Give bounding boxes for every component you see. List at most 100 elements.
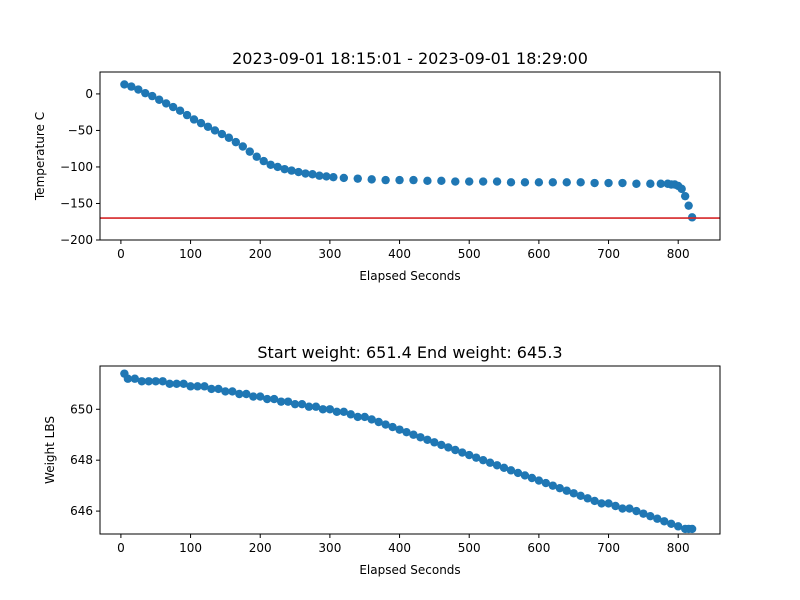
weight-x-tick-label: 100 bbox=[179, 541, 202, 555]
temperature-point bbox=[381, 175, 390, 185]
weight-point bbox=[346, 410, 355, 419]
temperature-point bbox=[280, 164, 289, 174]
temperature-point bbox=[120, 80, 129, 89]
weight-point bbox=[325, 405, 335, 414]
temperature-plot-frame bbox=[99, 71, 721, 241]
temperature-point bbox=[684, 201, 693, 210]
weight-point bbox=[674, 522, 683, 531]
temperature-point bbox=[395, 175, 404, 185]
weight-point bbox=[660, 517, 669, 526]
temperature-point bbox=[604, 178, 613, 188]
weight-x-tick-label: 200 bbox=[249, 541, 272, 555]
temperature-point bbox=[301, 169, 310, 178]
temperature-point bbox=[308, 170, 317, 179]
temperature-point bbox=[252, 152, 261, 161]
temperature-x-tick-label: 200 bbox=[249, 247, 272, 261]
temperature-point bbox=[680, 191, 690, 201]
temperature-point bbox=[259, 156, 268, 166]
temperature-x-tick-label: 400 bbox=[388, 247, 411, 261]
temperature-point bbox=[677, 184, 686, 194]
temperature-point bbox=[506, 178, 516, 187]
weight-point bbox=[235, 389, 244, 399]
weight-point bbox=[409, 430, 418, 439]
temperature-point bbox=[590, 178, 599, 188]
temperature-point bbox=[127, 82, 136, 91]
temperature-point bbox=[287, 166, 296, 175]
weight-point bbox=[632, 506, 641, 516]
temperature-x-tick-label: 0 bbox=[117, 247, 125, 261]
weight-point bbox=[534, 476, 544, 485]
weight-point bbox=[604, 499, 613, 508]
temperature-point bbox=[437, 176, 446, 186]
temperature-marks bbox=[120, 80, 697, 222]
weight-point bbox=[137, 377, 146, 386]
weight-point bbox=[249, 392, 258, 401]
temperature-point bbox=[217, 129, 227, 139]
weight-point bbox=[576, 491, 585, 501]
temperature-point bbox=[618, 178, 627, 188]
weight-point bbox=[172, 379, 181, 389]
temperature-point bbox=[465, 177, 474, 186]
weight-plot-frame bbox=[99, 365, 721, 535]
weight-point bbox=[618, 504, 627, 513]
weight-point bbox=[583, 494, 592, 503]
weight-point bbox=[123, 374, 133, 383]
temperature-point bbox=[231, 137, 241, 147]
weight-point bbox=[562, 486, 571, 495]
temperature-point bbox=[451, 177, 460, 186]
weight-point bbox=[395, 425, 404, 434]
weight-point bbox=[625, 504, 634, 513]
weight-point bbox=[374, 417, 383, 427]
weight-x-tick-label: 600 bbox=[527, 541, 550, 555]
temperature-y-tick-label: −50 bbox=[68, 123, 93, 137]
weight-y-axis-label: Weight LBS bbox=[43, 416, 57, 484]
temperature-x-tick-label: 100 bbox=[179, 247, 202, 261]
temperature-x-tick-label: 300 bbox=[318, 247, 341, 261]
temperature-point bbox=[238, 142, 248, 151]
temperature-point bbox=[224, 133, 234, 142]
weight-point bbox=[430, 438, 439, 447]
weight-point bbox=[541, 478, 551, 488]
weight-point bbox=[465, 450, 474, 460]
weight-point bbox=[492, 461, 502, 470]
weight-point bbox=[687, 524, 697, 534]
temperature-point bbox=[492, 177, 502, 186]
temperature-x-ticks: 0 100 200 300 400 500 600 700 800 bbox=[117, 240, 690, 261]
weight-point bbox=[193, 382, 202, 391]
temperature-point bbox=[562, 178, 571, 187]
temperature-point bbox=[245, 147, 254, 156]
weight-point bbox=[569, 489, 578, 498]
temperature-point bbox=[632, 179, 641, 188]
weight-point bbox=[283, 397, 293, 406]
weight-y-tick-label: 650 bbox=[70, 402, 93, 416]
weight-chart-title: Start weight: 651.4 End weight: 645.3 bbox=[257, 343, 562, 362]
temperature-point bbox=[182, 110, 192, 120]
weight-point bbox=[353, 412, 362, 422]
temperature-point bbox=[148, 91, 157, 101]
weight-x-tick-label: 800 bbox=[667, 541, 690, 555]
weight-x-tick-label: 300 bbox=[318, 541, 341, 555]
weight-marks bbox=[120, 369, 697, 534]
weight-point bbox=[485, 458, 495, 467]
weight-point bbox=[200, 382, 209, 391]
temperature-point bbox=[576, 178, 585, 187]
weight-point bbox=[311, 402, 321, 411]
weight-point bbox=[548, 481, 558, 490]
weight-point bbox=[611, 501, 620, 511]
weight-point bbox=[256, 392, 265, 401]
weight-point bbox=[646, 511, 655, 521]
temperature-point bbox=[141, 88, 150, 98]
weight-point bbox=[478, 455, 488, 465]
weight-point bbox=[318, 405, 328, 414]
temperature-point bbox=[273, 162, 282, 172]
weight-y-tick-label: 648 bbox=[70, 453, 93, 467]
weight-point bbox=[520, 471, 530, 480]
weight-y-ticks: 646 648 650 bbox=[70, 402, 100, 518]
weight-point bbox=[367, 415, 376, 424]
temperature-point bbox=[646, 179, 655, 188]
temperature-point bbox=[134, 85, 143, 94]
weight-x-tick-label: 500 bbox=[458, 541, 481, 555]
temperature-y-axis-label: Temperature C bbox=[33, 112, 47, 201]
weight-point bbox=[158, 377, 167, 386]
